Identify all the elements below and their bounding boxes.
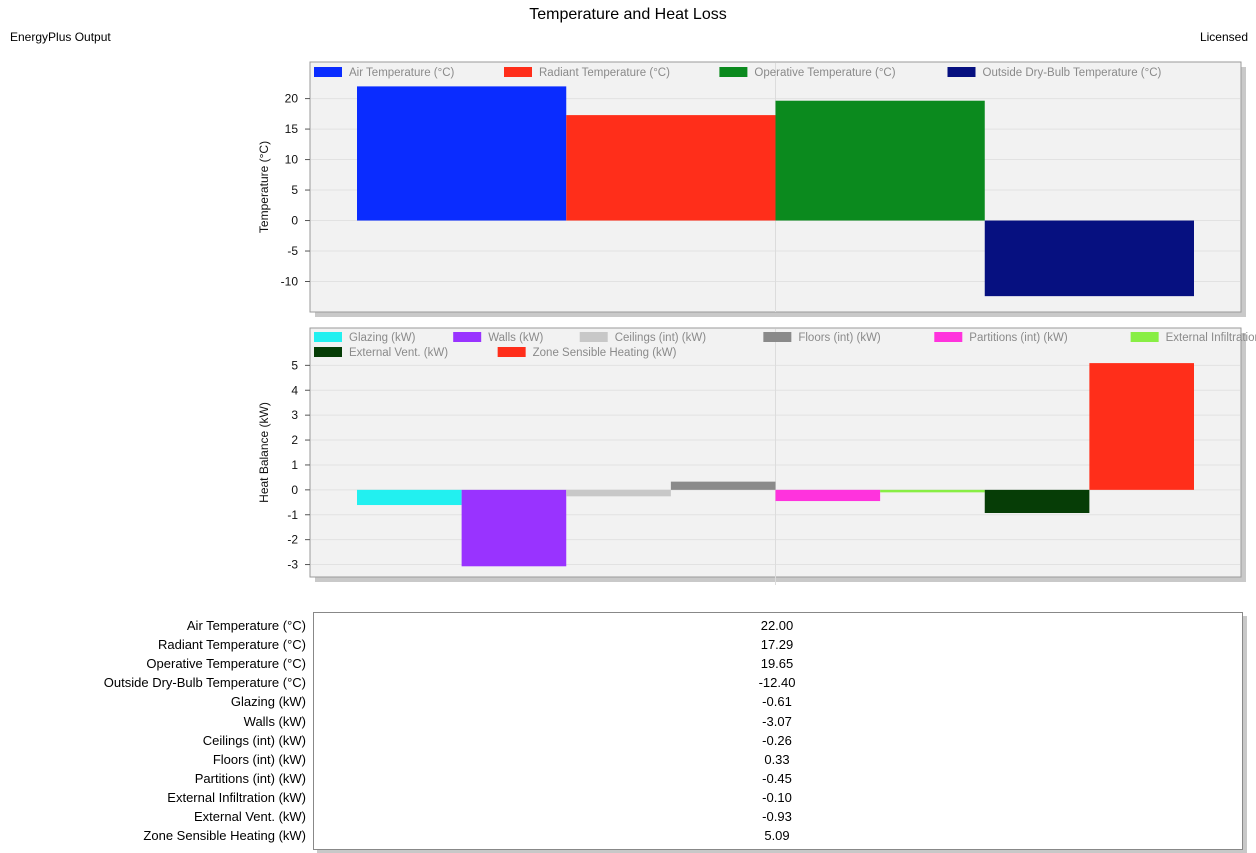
license-label: Licensed <box>1199 30 1248 44</box>
table-row-value: -0.26 <box>762 732 792 748</box>
y-axis-label: Heat Balance (kW) <box>257 402 271 503</box>
table-row-value: -12.40 <box>758 675 796 691</box>
legend-label: Partitions (int) (kW) <box>969 332 1068 344</box>
table-row-label: Air Temperature (°C) <box>186 618 306 633</box>
y-tick-label: 0 <box>291 483 298 497</box>
table-row-value: -0.10 <box>762 789 792 805</box>
values-table <box>313 612 1243 850</box>
page-title: Temperature and Heat Loss <box>529 6 727 23</box>
bar <box>566 489 671 497</box>
legend-swatch <box>579 332 608 342</box>
table-row-label: Radiant Temperature (°C) <box>157 637 306 653</box>
legend-label: Radiant Temperature (°C) <box>539 67 670 79</box>
bar <box>984 489 1090 514</box>
y-tick-label: 10 <box>285 153 299 167</box>
bar <box>357 86 567 221</box>
bar <box>984 220 1194 297</box>
table-row-value: 22.00 <box>760 618 794 633</box>
y-tick-label: -1 <box>287 508 298 522</box>
y-tick-label: 5 <box>291 183 298 197</box>
bar <box>566 115 776 221</box>
legend-swatch <box>314 332 342 342</box>
y-tick-label: 2 <box>291 433 298 447</box>
legend-swatch <box>719 67 748 77</box>
legend-swatch <box>314 347 342 357</box>
table-row-value: 19.65 <box>760 656 794 672</box>
bar <box>880 489 985 493</box>
bar <box>775 489 881 502</box>
y-axis-label: Temperature (°C) <box>257 141 271 233</box>
table-row-label: Outside Dry-Bulb Temperature (°C) <box>103 675 306 691</box>
table-row-label: Floors (int) (kW) <box>212 751 306 767</box>
table-row-value: 0.33 <box>764 751 790 767</box>
legend-label: Outside Dry-Bulb Temperature (°C) <box>983 67 1162 79</box>
legend-swatch <box>947 67 976 77</box>
legend-swatch <box>497 347 526 357</box>
table-row-label: External Infiltration (kW) <box>167 789 306 805</box>
y-tick-label: 3 <box>291 408 298 422</box>
legend-swatch <box>453 332 482 342</box>
bar <box>1089 363 1194 490</box>
bar <box>670 481 776 490</box>
table-row-value: -3.07 <box>762 713 792 729</box>
legend-label: External Vent. (kW) <box>349 347 448 359</box>
table-row-label: Glazing (kW) <box>230 694 306 710</box>
table-row-value: -0.45 <box>762 770 792 786</box>
table-row-label: Walls (kW) <box>243 713 306 729</box>
y-tick-label: 5 <box>291 358 298 372</box>
legend-label: Zone Sensible Heating (kW) <box>533 347 677 359</box>
legend-swatch <box>763 332 792 342</box>
table-row-label: External Vent. (kW) <box>194 809 306 824</box>
table-row-label: Operative Temperature (°C) <box>146 656 306 672</box>
legend-label: Floors (int) (kW) <box>798 332 881 344</box>
bar <box>357 489 462 506</box>
table-row-label: Partitions (int) (kW) <box>194 770 306 786</box>
y-tick-label: 20 <box>285 92 299 106</box>
bar <box>461 489 567 567</box>
legend-label: Air Temperature (°C) <box>349 67 455 79</box>
legend-swatch <box>314 67 342 77</box>
table-row-label: Zone Sensible Heating (kW) <box>143 828 306 844</box>
legend-label: External Infiltration (kW) <box>1166 332 1256 344</box>
legend-label: Walls (kW) <box>488 332 543 344</box>
table-row-value: -0.61 <box>762 694 792 710</box>
bar <box>775 100 985 221</box>
y-tick-label: 1 <box>291 458 298 472</box>
legend-swatch <box>1130 332 1159 342</box>
legend-label: Glazing (kW) <box>349 332 416 344</box>
legend-swatch <box>934 332 963 342</box>
legend-label: Ceilings (int) (kW) <box>615 332 707 344</box>
y-tick-label: -2 <box>287 533 298 547</box>
y-tick-label: -10 <box>281 275 299 289</box>
temperature-chart: -10 -5 0 5 10 15 20 Temperature (°C) Air Tempera… <box>257 61 1246 317</box>
table-row-value: -0.93 <box>762 809 792 824</box>
y-tick-label: 15 <box>285 122 299 136</box>
y-tick-label: 0 <box>291 214 298 228</box>
y-tick-label: -5 <box>287 244 298 258</box>
table-row-value: 17.29 <box>760 637 794 653</box>
y-tick-label: -3 <box>287 558 298 572</box>
table-row-label: Ceilings (int) (kW) <box>202 732 306 748</box>
heat-balance-chart: -3 -2 -1 0 1 2 3 4 5 Heat Balance (kW) Glazing (kW… <box>257 327 1256 585</box>
legend-label: Operative Temperature (°C) <box>754 67 895 79</box>
y-tick-label: 4 <box>291 383 298 397</box>
table-row-value: 5.09 <box>764 828 790 844</box>
source-label: EnergyPlus Output <box>10 30 111 44</box>
legend-swatch <box>504 67 532 77</box>
